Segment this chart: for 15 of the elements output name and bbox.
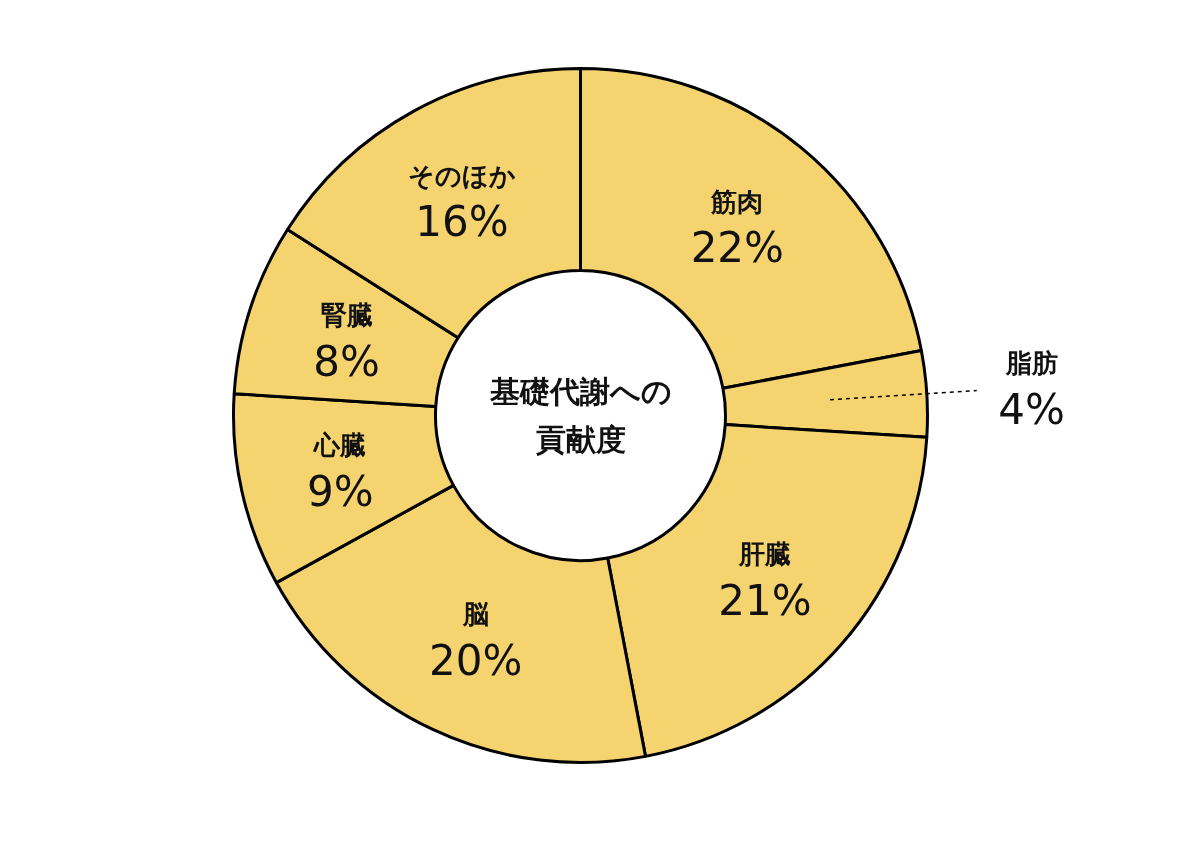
slice-label: そのほか (407, 160, 516, 191)
data-label: 8% (313, 336, 380, 386)
slice-label: 脂肪 (1004, 348, 1058, 379)
slice-label: 肝臓 (738, 539, 792, 570)
data-label: 21% (718, 575, 812, 625)
data-label: 9% (307, 466, 374, 516)
slice-label: 筋肉 (710, 186, 764, 217)
text: 基礎代謝への貢献度 (488, 374, 672, 457)
data-label: 20% (429, 635, 523, 685)
slice-label: 脳 (461, 599, 489, 630)
data-label: 16% (415, 197, 509, 247)
slice-label: 心臓 (312, 430, 367, 461)
data-label: 4% (998, 384, 1065, 434)
data-label: 22% (690, 223, 784, 273)
slice-label: 腎臓 (320, 300, 373, 331)
